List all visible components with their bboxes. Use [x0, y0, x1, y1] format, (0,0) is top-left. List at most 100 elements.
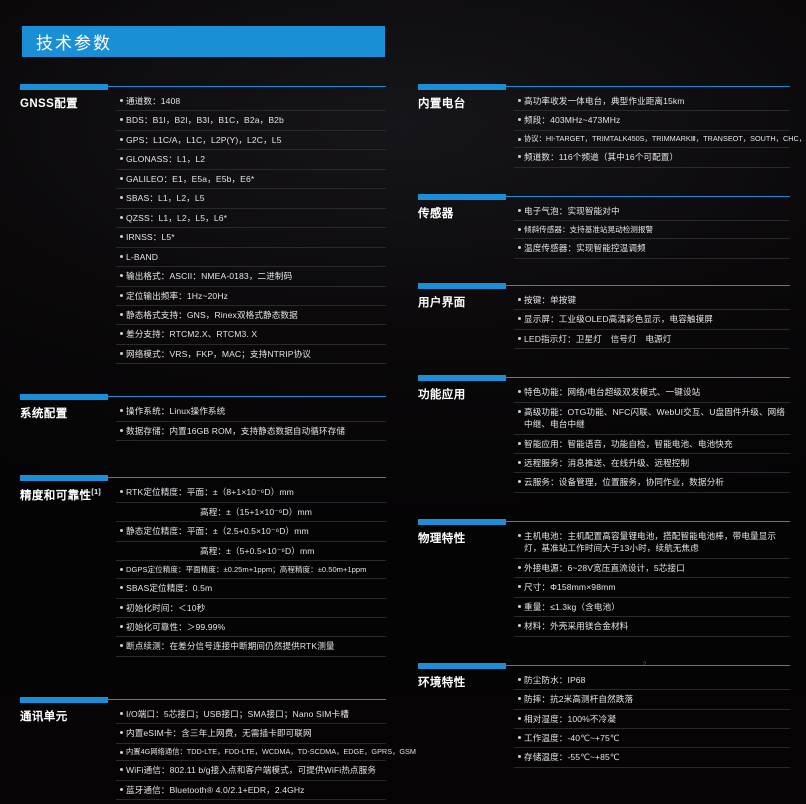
spec-row: 倾斜传感器：支持基准站晃动检测报警 [514, 221, 790, 240]
bullet-icon [116, 525, 126, 533]
section-title: 内置电台 [418, 98, 466, 110]
section-spacer [418, 263, 790, 283]
spec-row: 频段：403MHz~473MHz [514, 111, 790, 131]
spec-text: 显示屏：工业级OLED高清彩色显示，电容触摸屏 [524, 314, 713, 325]
spec-row: WiFi通信：802.11 b/g接入点和客户端模式，可提供WiFi热点服务 [116, 761, 386, 781]
spec-row: 输出格式：ASCII：NMEA-0183，二进制码 [116, 267, 386, 287]
spec-row: IRNSS：L5* [116, 228, 386, 248]
section-title: 功能应用 [418, 389, 466, 402]
bullet-icon [514, 601, 524, 608]
section-body: 功能应用 特色功能：网络/电台超级双发模式、一键设站高级功能：OTG功能、NFC闪… [418, 383, 790, 493]
page-title: 技术参数 [36, 34, 112, 53]
bullet-icon [116, 328, 126, 336]
section-accent-rule [418, 282, 790, 289]
bullet-icon [116, 270, 126, 278]
bullet-icon [514, 333, 524, 340]
section-body: 环境特性 防尘防水：IP68 防摔：抗2米高测杆自然跌落 相对湿度：100%不冷凝 工作… [418, 671, 790, 768]
section-item-list: 主机电池：主机配置高容量锂电池，搭配智能电池棒，带电量显示灯，基准站工作时间大于… [506, 527, 790, 637]
section-title: 通讯单元 [20, 710, 68, 723]
spec-text: 内置4G网络通信：TDD-LTE，FDD-LTE，WCDMA，TD-SCDMA，… [126, 746, 416, 756]
bullet-icon [514, 751, 524, 759]
spec-text: 远程服务：消息推送、在线升级、远程控制 [524, 458, 690, 469]
spec-row: 尺寸：Φ158mm×98mm [514, 578, 790, 598]
section-accent-rule [418, 375, 790, 382]
spec-row: DGPS定位精度：平面精度：±0.25m+1ppm；高程精度：±0.50m+1p… [116, 561, 386, 580]
spec-text: 工作温度：-40℃~+75℃ [524, 733, 620, 743]
bullet-icon [116, 784, 126, 791]
section-body: 通讯单元 I/O端口：5芯接口；USB接口；SMA接口；Nano SIM卡槽 内置e… [20, 705, 416, 801]
spec-row: 材料：外壳采用镁合金材料 [514, 617, 790, 637]
bullet-icon [514, 406, 524, 413]
spec-text: 高程：±（15+1×10⁻⁶D）mm [200, 506, 313, 517]
spec-text: 输出格式：ASCII：NMEA-0183，二进制码 [126, 271, 293, 282]
page-title-banner: 技术参数 [22, 26, 385, 57]
spec-row: 高程：±（5+0.5×10⁻⁶D）mm [116, 542, 386, 562]
spec-text: IRNSS：L5* [126, 232, 175, 243]
spec-row: I/O端口：5芯接口；USB接口；SMA接口；Nano SIM卡槽 [116, 705, 386, 725]
spec-row: 远程服务：消息推送、在线升级、远程控制 [514, 454, 790, 474]
section-spacer [418, 497, 790, 519]
bullet-icon [116, 309, 126, 316]
spec-text: WiFi通信：802.11 b/g接入点和客户端模式，可提供WiFi热点服务 [126, 765, 377, 776]
section-accent-rule [20, 696, 386, 703]
bullet-icon [116, 153, 126, 161]
spec-text: 特色功能：网络/电台超级双发模式、一键设站 [524, 387, 701, 398]
bullet-icon [116, 602, 126, 609]
spec-text: 数据存储：内置16GB ROM，支持静态数据自动循环存储 [126, 425, 346, 436]
section-accent-bar [418, 518, 506, 525]
spec-text: 定位输出频率：1Hz~20Hz [126, 290, 229, 301]
spec-row: 外接电源：6~28V宽压直流设计，5芯接口 [514, 559, 790, 579]
bullet-icon [514, 713, 524, 720]
spec-row: 防尘防水：IP68 [514, 671, 790, 691]
section-item-list: 防尘防水：IP68 防摔：抗2米高测杆自然跌落 相对湿度：100%不冷凝 工作温度：-… [506, 671, 790, 768]
spec-row: 工作温度：-40℃~+75℃ [514, 729, 790, 749]
spec-row: 蓝牙通信：Bluetooth® 4.0/2.1+EDR，2.4GHz [116, 781, 386, 801]
spec-text: 蓝牙通信：Bluetooth® 4.0/2.1+EDR，2.4GHz [126, 784, 305, 795]
spec-text: 外接电源：6~28V宽压直流设计，5芯接口 [524, 562, 685, 573]
section-item-list: 特色功能：网络/电台超级双发模式、一键设站高级功能：OTG功能、NFC闪联、We… [506, 383, 790, 493]
bullet-icon [514, 620, 524, 628]
spec-section: 内置电台 高功率收发一体电台，典型作业距离15km 频段：403MHz~473MHz… [418, 84, 806, 168]
spec-row: 通道数：1408 [116, 92, 386, 112]
spec-row: GLONASS：L1，L2 [116, 150, 386, 170]
spec-text: LED指示灯：卫星灯 信号灯 电源灯 [524, 333, 672, 344]
section-accent-bar [20, 84, 108, 90]
spec-row: 高级功能：OTG功能、NFC闪联、WebUI交互、U盘固件升级、网络中继、电台中… [514, 403, 790, 435]
bullet-icon [116, 747, 126, 754]
spec-text: 按键：单按键 [524, 294, 577, 305]
section-accent-bar [418, 84, 506, 90]
bullet-icon [514, 95, 524, 102]
spec-row: 操作系统：Linux操作系统 [116, 402, 386, 422]
spec-row: SBAS：L1，L2，L5 [116, 189, 386, 209]
section-item-list: RTK定位精度：平面：±（8+1×10⁻⁶D）mm 高程：±（15+1×10⁻⁶D… [108, 483, 386, 657]
spec-row: 温度传感器：实现智能控温调频 [514, 239, 790, 259]
section-spacer [20, 661, 386, 697]
spec-text: 倾斜传感器：支持基准站晃动检测报警 [524, 225, 654, 235]
bullet-icon [514, 114, 524, 122]
section-spacer [20, 368, 386, 394]
spec-text: 重量：≤1.3kg（含电池） [524, 601, 620, 612]
bullet-icon [514, 242, 524, 250]
section-accent-line [506, 86, 790, 87]
spec-row: QZSS：L1，L2，L5，L6* [116, 209, 386, 229]
spec-text: 主机电池：主机配置高容量锂电池，搭配智能电池棒，带电量显示灯，基准站工作时间大于… [524, 530, 777, 554]
spec-text: SBAS：L1，L2，L5 [126, 193, 205, 204]
section-accent-bar [418, 375, 506, 382]
bullet-icon [514, 581, 524, 589]
bullet-icon [514, 151, 524, 159]
bullet-icon [116, 405, 126, 413]
spec-text: 高功率收发一体电台，典型作业距离15km [524, 96, 685, 106]
section-title: 环境特性 [418, 676, 466, 689]
section-body: 传感器 电子气泡：实现智能对中 倾斜传感器：支持基准站晃动检测报警 温度传感器：实现智… [418, 202, 790, 259]
spec-row: 智能应用：智能语音，功能自检，智能电池、电池快充 [514, 435, 790, 455]
section-accent-line [108, 477, 386, 479]
section-accent-line [506, 664, 790, 666]
section-accent-rule [20, 475, 386, 482]
section-title: 精度和可靠性[1] [20, 489, 102, 503]
spec-text: 协议：HI-TARGET，TRIMTALK450S，TRIMMARKⅢ，TRAN… [524, 133, 806, 143]
bullet-icon [116, 545, 126, 552]
bullet-icon [514, 562, 524, 569]
spec-section: 传感器 电子气泡：实现智能对中 倾斜传感器：支持基准站晃动检测报警 温度传感器：实现智… [418, 193, 790, 259]
section-title: 物理特性 [418, 532, 466, 545]
spec-row: SBAS定位精度：0.5m [116, 579, 386, 599]
